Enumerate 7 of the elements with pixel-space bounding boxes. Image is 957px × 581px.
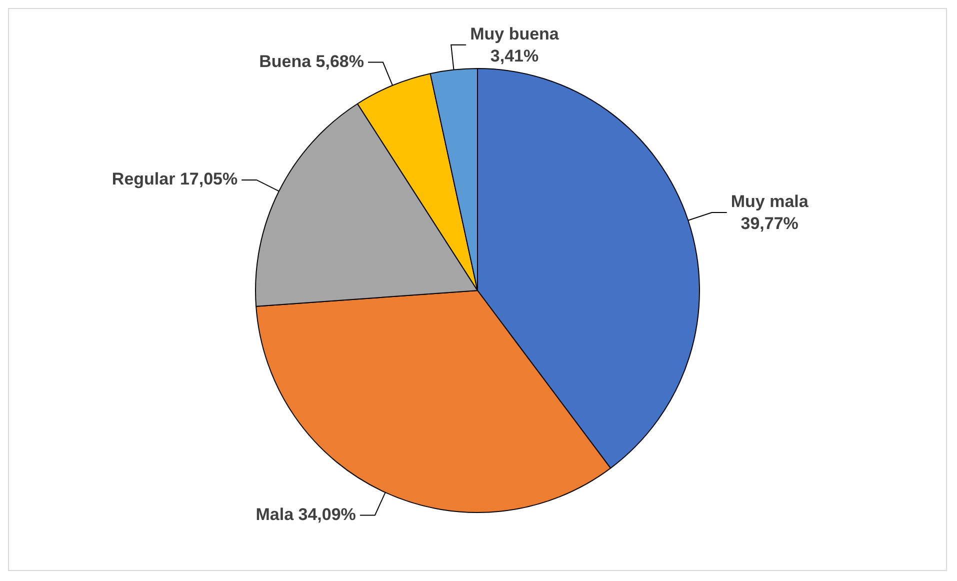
data-label: 3,41% bbox=[490, 46, 539, 66]
slice-label: Regular 17,05% bbox=[112, 170, 238, 189]
data-label: 39,77% bbox=[740, 214, 798, 234]
slice-label: Muy mala bbox=[730, 192, 809, 212]
slice-label: Muy buena bbox=[470, 24, 560, 44]
slice-label: Buena 5,68% bbox=[259, 52, 364, 71]
slice-label: Mala 34,09% bbox=[256, 504, 356, 524]
